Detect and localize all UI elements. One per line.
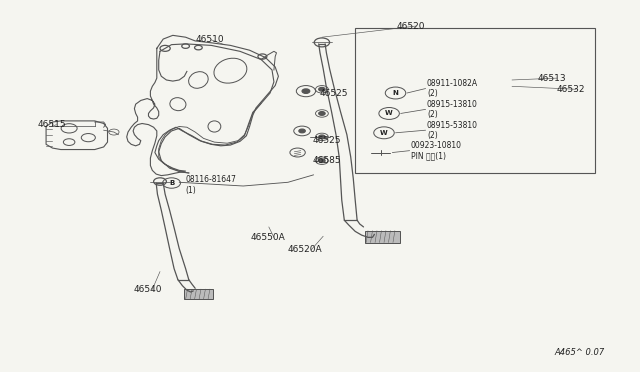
Text: 46515: 46515 <box>37 120 66 129</box>
Text: 46510: 46510 <box>195 35 224 44</box>
Circle shape <box>319 112 325 115</box>
Text: 46513: 46513 <box>538 74 566 83</box>
Circle shape <box>299 129 305 133</box>
Text: 46520A: 46520A <box>288 246 323 254</box>
Text: W: W <box>385 110 393 116</box>
Text: 46520: 46520 <box>397 22 426 31</box>
Text: W: W <box>380 130 388 136</box>
Text: 46540: 46540 <box>133 285 162 294</box>
Text: A465^ 0.07: A465^ 0.07 <box>554 348 605 357</box>
Text: N: N <box>392 90 399 96</box>
Circle shape <box>319 87 325 91</box>
Bar <box>365 231 400 243</box>
Bar <box>184 289 213 299</box>
Text: 08116-81647
(1): 08116-81647 (1) <box>186 175 236 195</box>
Text: 46525: 46525 <box>320 89 349 97</box>
Text: 46525: 46525 <box>312 136 341 145</box>
Text: 08915-13810
(2): 08915-13810 (2) <box>427 100 477 119</box>
Text: 46532: 46532 <box>557 85 586 94</box>
Circle shape <box>319 159 325 163</box>
Circle shape <box>302 89 310 93</box>
Text: 46585: 46585 <box>312 156 341 165</box>
Text: B: B <box>169 180 174 186</box>
Text: 46550A: 46550A <box>251 233 285 242</box>
Text: 08915-53810
(2): 08915-53810 (2) <box>427 121 478 140</box>
Text: 00923-10810
PIN ピン(1): 00923-10810 PIN ピン(1) <box>411 141 462 160</box>
Text: 08911-1082A
(2): 08911-1082A (2) <box>427 79 478 98</box>
Circle shape <box>319 135 325 139</box>
Bar <box>355 28 595 173</box>
